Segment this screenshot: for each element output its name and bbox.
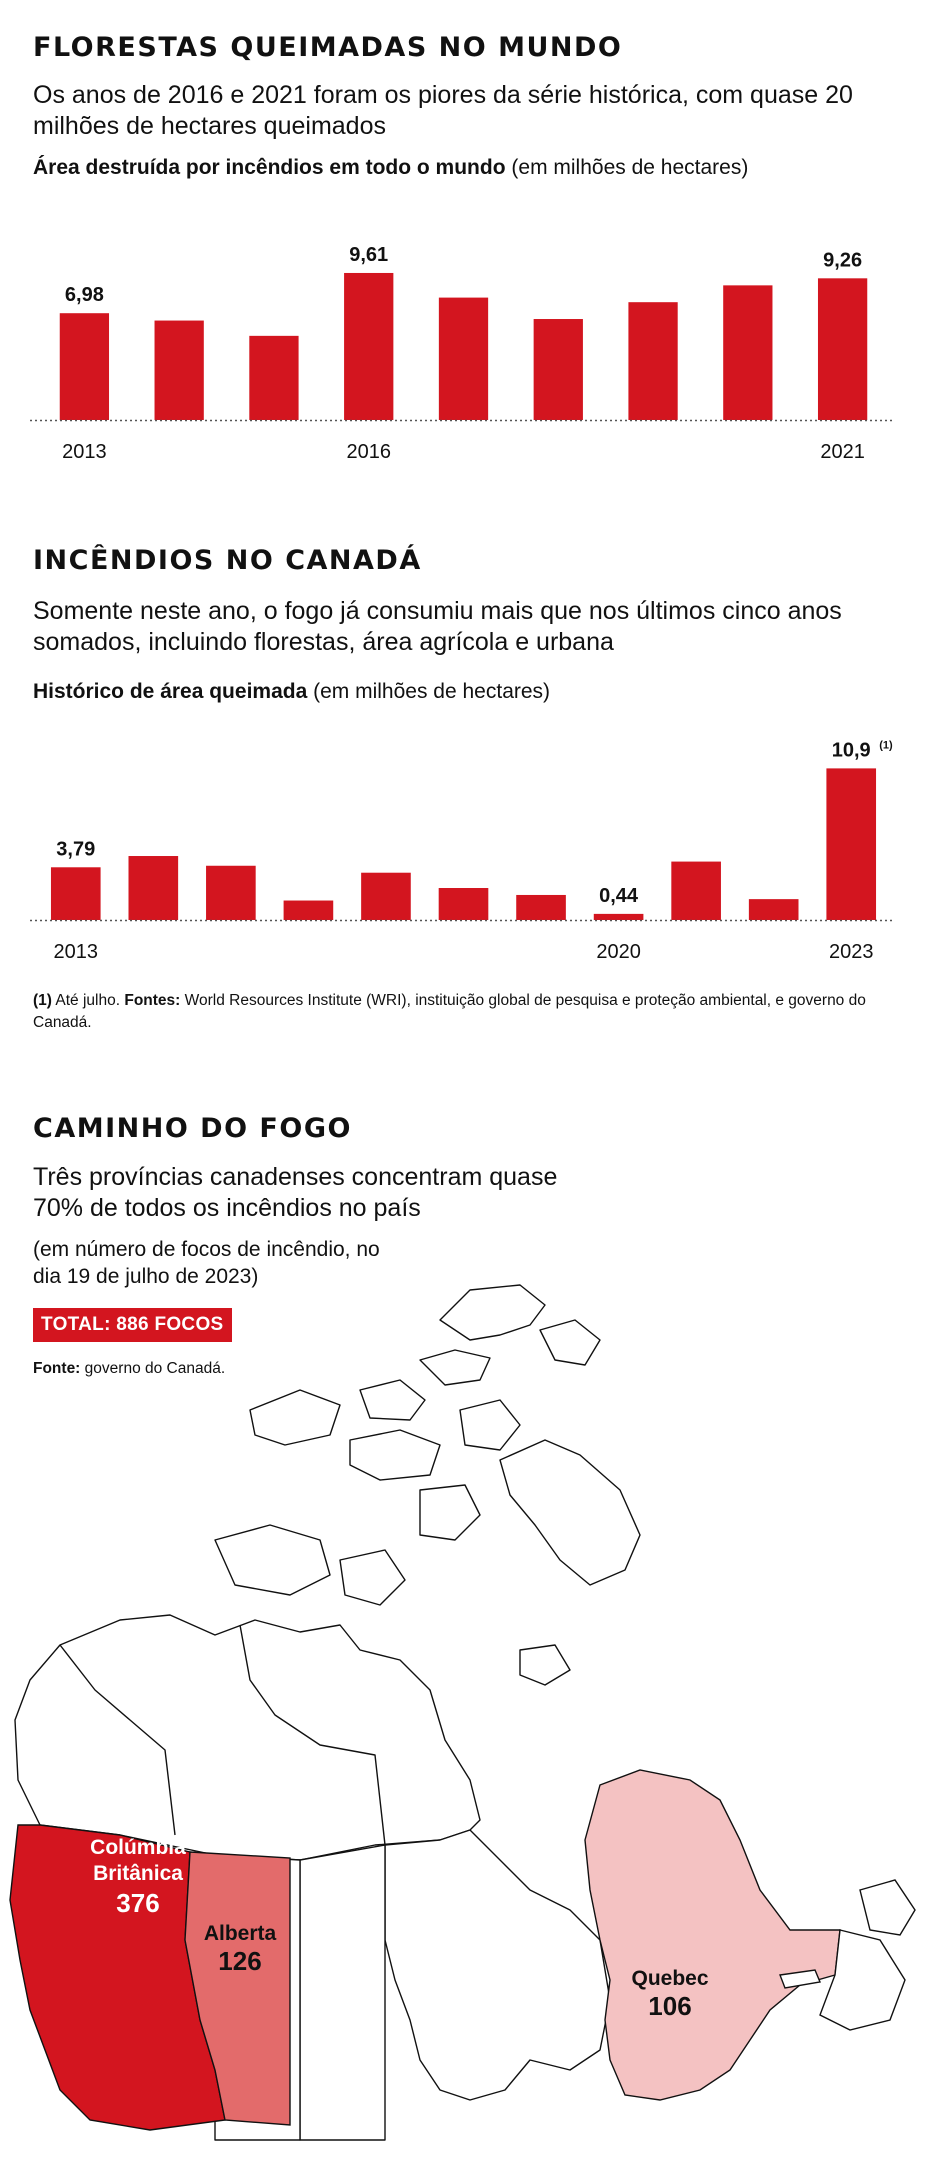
alberta-label: Alberta [204,1922,277,1945]
bar-2016 [344,272,394,420]
arctic-island [339,1549,406,1606]
yukon-border [59,1644,176,1836]
chart2-footnote: (1) Até julho. Fontes: World Resources I… [33,990,883,1034]
arctic-island [359,1379,426,1421]
arctic-island [419,1484,481,1541]
chart2-heading: Histórico de área queimada (em milhões d… [33,680,550,704]
manitoba [299,1844,386,2141]
southampton-island [519,1644,571,1686]
data-label-2020: 0,44 [599,885,639,907]
territories [14,1614,481,1861]
bar-2019 [628,302,678,420]
victoria-island [214,1524,331,1596]
nwt-nunavut-border [239,1624,386,1846]
bc-value: 376 [116,1888,159,1918]
province-alberta [184,1851,291,2126]
data-label-2013: 6,98 [65,284,104,306]
data-label-2021: 9,26 [823,249,862,271]
tick-label-2020: 2020 [596,941,641,963]
tick-label-2023: 2023 [829,941,874,963]
footnote-marker: (1) [33,992,52,1009]
bar-2014 [128,856,179,920]
baffin-island [499,1439,641,1586]
chart2-heading-unit: (em milhões de hectares) [313,680,551,703]
bar-2018 [533,319,583,420]
arctic-island [539,1319,601,1366]
data-label-2013: 3,79 [56,838,95,860]
map-source: Fonte: governo do Canadá. [33,1360,225,1378]
bar-2020 [593,913,644,920]
map-unit-note: (em número de focos de incêndio, no dia … [33,1238,380,1288]
atlantic-provinces [819,1929,906,2031]
bar-2018 [438,888,489,920]
section2-subtitle: Somente neste ano, o fogo já consumiu ma… [33,597,842,656]
bar-2016 [283,900,334,920]
section2-title: INCÊNDIOS NO CANADÁ [33,545,422,576]
bar-2019 [516,894,566,920]
bar-2015 [206,865,256,920]
bar-2021 [671,861,721,920]
section3-title: CAMINHO DO FOGO [33,1113,352,1144]
bar-2021 [817,278,868,420]
chart1-heading-unit: (em milhões de hectares) [511,156,749,179]
province-quebec [584,1769,841,2101]
bar-2020 [723,285,773,420]
bar-2017 [361,872,411,920]
bar-2013 [59,313,110,420]
arctic-island [349,1429,441,1481]
total-badge: TOTAL: 886 FOCOS [33,1308,232,1342]
newfoundland [859,1879,916,1936]
tick-label-2013: 2013 [54,941,99,963]
bar-2014 [154,320,204,420]
data-label-2016: 9,61 [349,244,388,266]
label-superscript-2023: (1) [879,739,893,751]
canada-map: Colúmbia Britânica 376 Alberta 126 Quebe… [9,1284,916,2141]
section1-title: FLORESTAS QUEIMADAS NO MUNDO [33,32,623,63]
canada-burned-area-chart: 3,79 2013 0,44 2020 10,9 (1) 2023 [30,739,895,963]
bc-label-line2: Britânica [93,1862,183,1885]
arctic-island [249,1389,341,1446]
footnote-text: Até julho. [55,992,121,1009]
bar-2013 [50,867,101,920]
quebec-value: 106 [648,1991,691,2021]
quebec-label: Quebec [631,1967,708,1990]
map-source-label: Fonte: [33,1360,81,1377]
bar-2023 [826,768,877,920]
bar-2022 [748,899,799,920]
tick-label-2016: 2016 [346,441,391,463]
bc-label-line1: Colúmbia [90,1836,186,1859]
ontario [384,1829,611,2101]
sources-text: World Resources Institute (WRI), institu… [33,992,866,1031]
world-burned-area-chart: 6,98 2013 9,61 2016 9,26 2021 [30,244,895,463]
anticosti-island [779,1969,821,1989]
bar-2015 [249,335,299,420]
province-british-columbia [9,1824,226,2131]
arctic-island [419,1349,491,1386]
map-source-text: governo do Canadá. [84,1360,226,1377]
tick-label-2021: 2021 [820,441,865,463]
arctic-island [459,1399,521,1451]
section3-subtitle: Três províncias canadenses concentram qu… [33,1163,558,1222]
arctic-island [439,1284,546,1341]
data-label-2023: 10,9 [832,739,871,761]
sources-label: Fontes: [124,992,181,1009]
alberta-value: 126 [218,1946,261,1976]
section1-subtitle: Os anos de 2016 e 2021 foram os piores d… [33,81,853,140]
tick-label-2013: 2013 [62,441,107,463]
chart1-heading-bold: Área destruída por incêndios em todo o m… [33,156,506,179]
chart2-heading-bold: Histórico de área queimada [33,680,308,703]
bar-2017 [438,297,489,420]
chart1-heading: Área destruída por incêndios em todo o m… [33,156,748,180]
